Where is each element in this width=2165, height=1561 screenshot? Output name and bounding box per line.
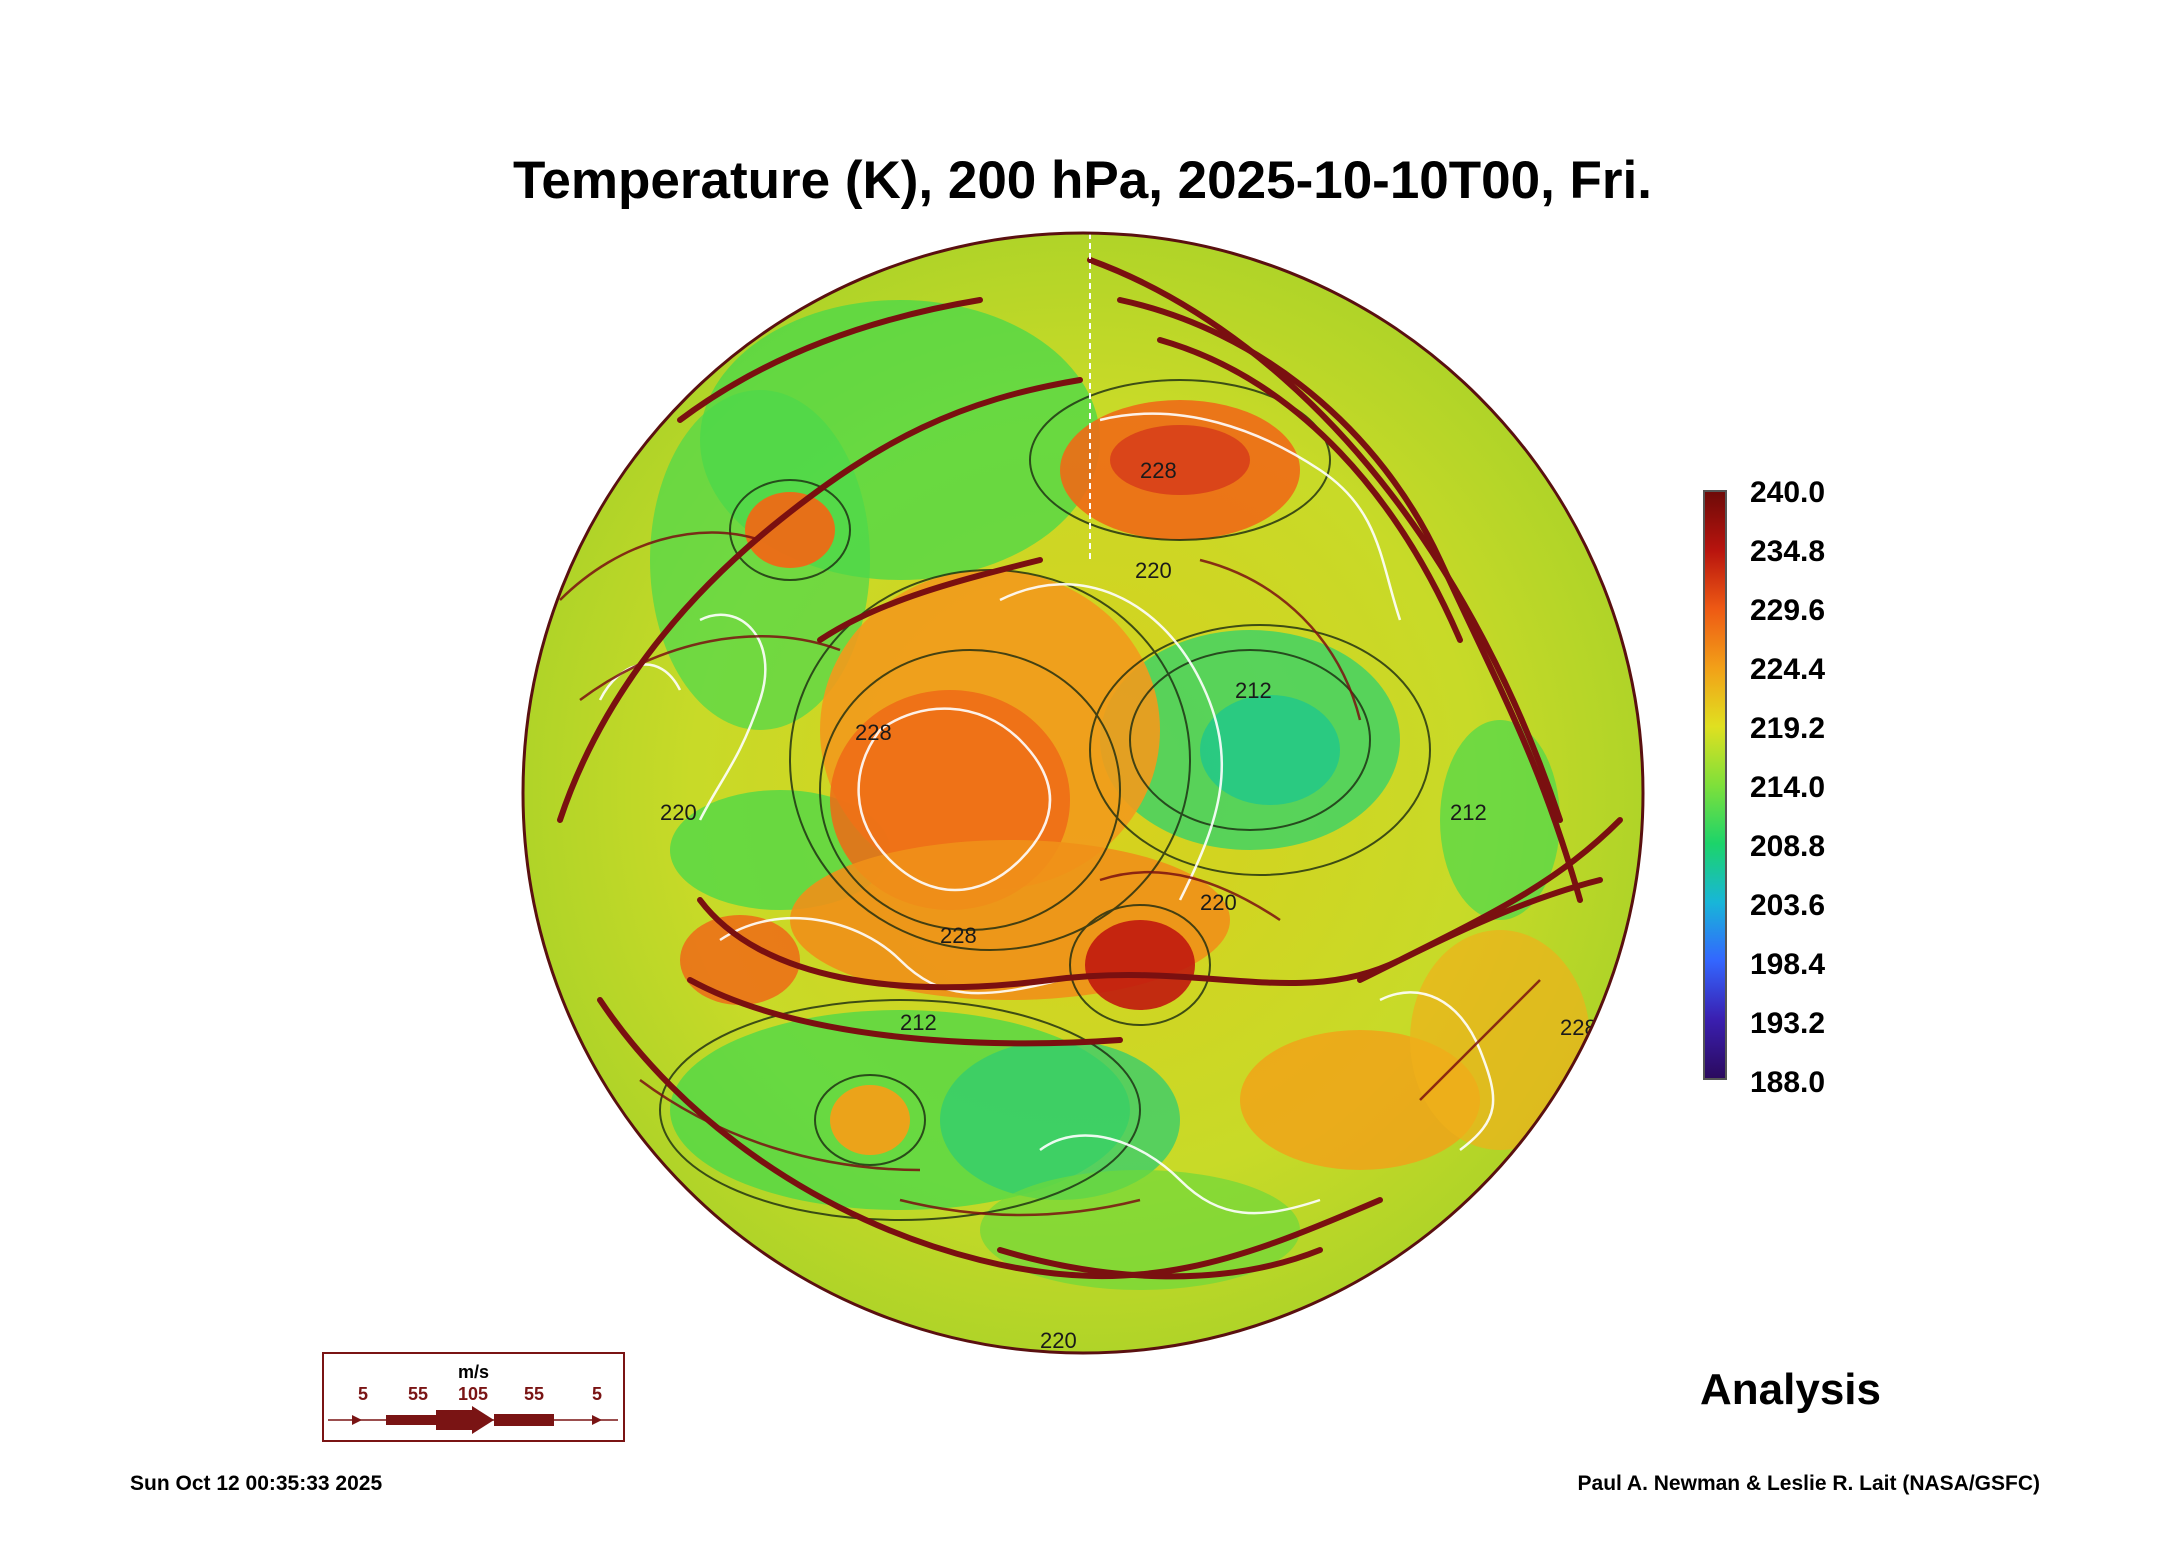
contour-label: 220 (1200, 890, 1237, 915)
author-credit: Paul A. Newman & Leslie R. Lait (NASA/GS… (1577, 1472, 2040, 1495)
warm-regions (680, 400, 1590, 1170)
contour-label: 228 (1140, 458, 1177, 483)
colorbar-tick-label: 193.2 (1750, 1007, 1826, 1040)
colorbar-tick-label: 188.0 (1750, 1066, 1826, 1099)
wind-streamlines (557, 257, 1623, 1280)
colorbar-tick-label: 240.0 (1750, 476, 1826, 509)
colorbar-tick-label: 203.6 (1750, 889, 1826, 922)
generation-timestamp: Sun Oct 12 00:35:33 2025 (130, 1472, 383, 1495)
wind-legend-arrow (328, 1406, 618, 1434)
wind-legend-units: m/s (457, 1362, 490, 1382)
wind-legend-speed: 5 (592, 1384, 603, 1404)
coastlines (598, 412, 1495, 1215)
chart-title: Temperature (K), 200 hPa, 2025-10-10T00,… (512, 151, 1652, 210)
contour-label: 220 (1040, 1328, 1077, 1353)
colorbar-tick-label: 234.8 (1750, 535, 1826, 568)
contour-label: 228 (855, 720, 892, 745)
colorbar-tick-label: 224.4 (1750, 653, 1826, 686)
wind-legend-speed: 105 (458, 1384, 489, 1404)
wind-streamlines-thin (559, 531, 1541, 1217)
contour-label: 220 (660, 800, 697, 825)
contour-labels: 228 220 228 212 220 212 228 220 212 228 … (660, 458, 1597, 1353)
contour-label: 220 (1135, 558, 1172, 583)
contour-label: 228 (940, 923, 977, 948)
colorbar-tick-label: 198.4 (1750, 948, 1826, 981)
wind-speed-legend: m/s 5 55 105 55 5 (322, 1352, 625, 1442)
wind-legend-speed: 55 (408, 1384, 429, 1404)
colorbar-tick-label: 214.0 (1750, 771, 1826, 804)
colorbar-tick-label: 229.6 (1750, 594, 1826, 627)
colorbar-tick-label: 219.2 (1750, 712, 1826, 745)
wind-legend-speed: 55 (524, 1384, 545, 1404)
temperature-colorbar (1703, 490, 1727, 1080)
wind-legend-speed: 5 (358, 1384, 369, 1404)
contour-label: 212 (1235, 678, 1272, 703)
globe-outline (521, 231, 1645, 1355)
contour-label: 212 (1450, 800, 1487, 825)
colorbar-tick-label: 208.8 (1750, 830, 1826, 863)
panel-label: Analysis (1700, 1365, 1881, 1414)
contour-label: 212 (900, 1010, 937, 1035)
